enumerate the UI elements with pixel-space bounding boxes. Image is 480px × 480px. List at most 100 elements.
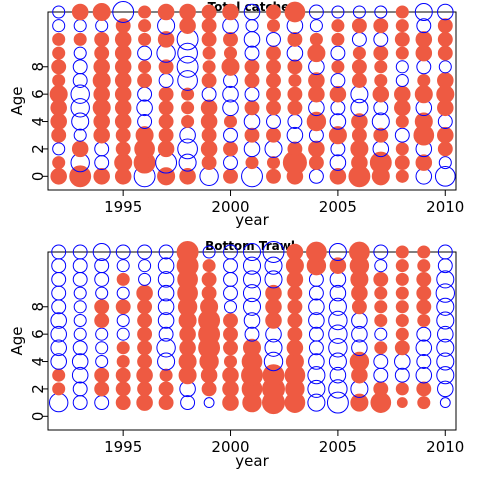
bubble-point bbox=[286, 243, 304, 261]
y-tick-label: 0 bbox=[29, 172, 47, 182]
plot-frame bbox=[47, 11, 457, 191]
bubble-point bbox=[180, 395, 196, 411]
bubble-point bbox=[73, 313, 87, 328]
bubble-point bbox=[49, 85, 68, 104]
bubble-point bbox=[262, 241, 285, 263]
bubble-point bbox=[52, 5, 66, 19]
bubble-point bbox=[94, 313, 110, 328]
bubble-point bbox=[373, 127, 389, 143]
bubble-point bbox=[223, 31, 238, 47]
bubble-point bbox=[331, 5, 345, 19]
bubble-point bbox=[52, 156, 66, 170]
bubble-point bbox=[136, 99, 153, 117]
bubble-point bbox=[51, 127, 67, 143]
bubble-point bbox=[245, 156, 259, 170]
bubble-point bbox=[158, 73, 174, 88]
bubble-point bbox=[243, 113, 261, 130]
bubble-point bbox=[414, 85, 433, 104]
bubble-point bbox=[157, 167, 176, 186]
bubble-point bbox=[437, 325, 454, 343]
bubble-point bbox=[177, 42, 198, 64]
bubble-point bbox=[328, 297, 347, 316]
bubble-point bbox=[266, 19, 281, 33]
bubble-point bbox=[437, 18, 453, 34]
bubble-point bbox=[201, 18, 217, 34]
bubble-point bbox=[71, 366, 89, 384]
bubble-point bbox=[373, 271, 389, 287]
bubble-point bbox=[328, 242, 347, 262]
bubble-point bbox=[328, 324, 348, 344]
bubble-point bbox=[328, 126, 347, 145]
bubble-point bbox=[244, 127, 260, 143]
bubble-point bbox=[223, 285, 238, 301]
bubble-point bbox=[157, 298, 175, 316]
bubble-point bbox=[307, 393, 326, 412]
bubble-point bbox=[138, 5, 152, 19]
bubble-point bbox=[437, 3, 454, 21]
bubble-point bbox=[95, 286, 109, 300]
bubble-point bbox=[374, 286, 388, 300]
bubble-point bbox=[329, 85, 347, 103]
bubble-point bbox=[307, 44, 326, 63]
bubble-point bbox=[374, 327, 388, 341]
bubble-point bbox=[264, 139, 283, 158]
bubble-point bbox=[287, 313, 303, 328]
bubble-point bbox=[137, 114, 153, 129]
bubble-point bbox=[308, 326, 324, 342]
bubble-point bbox=[436, 311, 455, 330]
bubble-point bbox=[395, 327, 409, 341]
bubble-point bbox=[417, 313, 431, 328]
bubble-point bbox=[395, 5, 409, 19]
bubble-point bbox=[112, 1, 135, 23]
bubble-point bbox=[439, 397, 451, 409]
bubble-point bbox=[223, 313, 238, 328]
bubble-point bbox=[351, 113, 368, 130]
bubble-point bbox=[328, 379, 348, 399]
bubble-point bbox=[350, 139, 369, 158]
bubble-point bbox=[328, 310, 348, 331]
bubble-point bbox=[158, 381, 174, 397]
bubble-point bbox=[158, 244, 174, 260]
bubble-point bbox=[136, 366, 153, 384]
bubble-point bbox=[243, 140, 261, 158]
bubble-point bbox=[137, 340, 153, 356]
bubble-point bbox=[116, 286, 130, 300]
bubble-point bbox=[437, 244, 453, 260]
bubble-point bbox=[137, 313, 153, 328]
bubble-point bbox=[201, 127, 217, 143]
bubble-point bbox=[50, 353, 67, 370]
bubble-point bbox=[436, 270, 455, 289]
bubble-point bbox=[157, 31, 175, 48]
bubble-point bbox=[245, 19, 259, 33]
bubble-point bbox=[156, 338, 176, 358]
bubble-point bbox=[437, 31, 453, 47]
bubble-point bbox=[435, 283, 455, 303]
bubble-point bbox=[287, 86, 303, 102]
bubble-point bbox=[372, 85, 390, 103]
bubble-point bbox=[330, 100, 346, 116]
bubble-point bbox=[157, 257, 175, 274]
bubble-point bbox=[201, 381, 217, 397]
bubble-point bbox=[416, 285, 432, 301]
bubble-point bbox=[416, 299, 432, 315]
bubble-point bbox=[73, 327, 87, 341]
bubble-point bbox=[287, 299, 303, 315]
bubble-point bbox=[116, 354, 130, 369]
y-tick-label: 8 bbox=[29, 62, 47, 72]
bubble-point bbox=[242, 270, 262, 289]
bubble-point bbox=[94, 299, 110, 315]
bubble-point bbox=[72, 244, 88, 260]
bubble-point bbox=[394, 340, 410, 356]
bubble-point bbox=[373, 31, 389, 47]
bubble-point bbox=[157, 284, 175, 302]
bubble-point bbox=[369, 151, 392, 174]
bubble-point bbox=[179, 126, 196, 144]
bubble-point bbox=[176, 55, 199, 78]
bubble-point bbox=[373, 381, 389, 397]
bubble-point bbox=[95, 19, 109, 33]
bubble-point bbox=[437, 72, 454, 89]
bubble-point bbox=[308, 340, 324, 356]
bubble-point bbox=[242, 284, 262, 303]
bubble-point bbox=[395, 19, 409, 33]
